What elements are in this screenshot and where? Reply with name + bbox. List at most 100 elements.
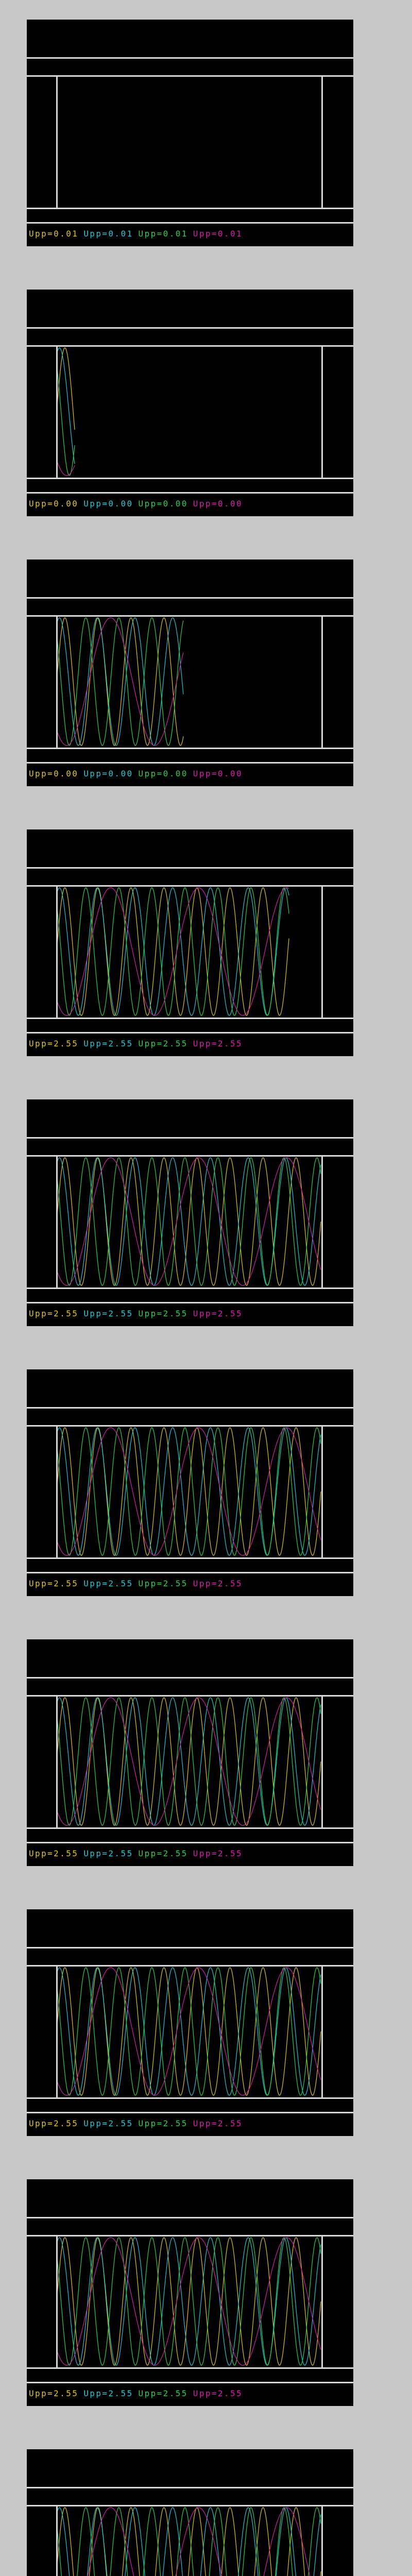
frame-divider-line (27, 748, 353, 749)
waveform-ch2 (56, 617, 184, 746)
waveform-ch4 (87, 2507, 311, 2576)
frame-divider-line (27, 885, 353, 887)
frame-divider-line (27, 208, 353, 209)
readout-ch2: Upp=0.00 (83, 769, 133, 778)
waveform-ch4 (56, 617, 184, 746)
oscilloscope-plot (56, 1695, 323, 1827)
channel-readout-row: Upp=2.55 Upp=2.55 Upp=2.55 Upp=2.55 (29, 1308, 351, 1319)
plot-border-line (321, 2505, 323, 2576)
frame-divider-line (27, 2505, 353, 2506)
readout-ch1: Upp=0.00 (29, 499, 79, 509)
oscilloscope-plot (56, 75, 323, 208)
readout-ch1: Upp=2.55 (29, 1579, 79, 1588)
waveform-ch1 (56, 887, 289, 1016)
oscilloscope-plot (56, 885, 323, 1018)
readout-ch3: Upp=2.55 (138, 1309, 188, 1318)
readout-ch3: Upp=2.55 (138, 2388, 188, 2398)
plot-border-line (321, 1155, 323, 1287)
readout-ch4: Upp=2.55 (193, 1309, 243, 1318)
frame-divider-line (27, 345, 353, 347)
waveform-ch4 (56, 1697, 321, 1826)
scope-panel: Upp=0.01 Upp=0.01 Upp=0.01 Upp=0.01 (27, 20, 353, 246)
readout-ch3: Upp=2.55 (138, 1579, 188, 1588)
waveform-ch2 (56, 1697, 321, 1826)
oscilloscope-plot (56, 1965, 323, 2097)
oscilloscope-plot (56, 615, 323, 748)
readout-ch3: Upp=2.55 (138, 2119, 188, 2128)
plot-border-line (56, 1425, 58, 1557)
channel-readout-row: Upp=0.00 Upp=0.00 Upp=0.00 Upp=0.00 (29, 768, 351, 779)
frame-divider-line (27, 327, 353, 329)
frame-divider-line (27, 2097, 353, 2099)
readout-ch1: Upp=2.55 (29, 1039, 79, 1048)
oscilloscope-plot (56, 2235, 323, 2367)
plot-border-line (321, 2235, 323, 2367)
waveform-ch2 (56, 2237, 321, 2366)
scope-panel: Upp=2.55 Upp=2.55 Upp=2.55 Upp=2.55 (27, 1099, 353, 1326)
waveform-ch2 (56, 2507, 321, 2576)
readout-ch4: Upp=2.55 (193, 2119, 243, 2128)
readout-ch2: Upp=0.01 (83, 229, 133, 239)
frame-divider-line (27, 2217, 353, 2218)
frame-divider-line (27, 1842, 353, 1843)
frame-divider-line (27, 597, 353, 599)
frame-divider-line (27, 1572, 353, 1573)
waveform-ch4 (56, 887, 289, 1016)
plot-border-line (321, 75, 323, 208)
frame-divider-line (27, 75, 353, 77)
readout-ch3: Upp=2.55 (138, 1849, 188, 1858)
readout-ch4: Upp=0.00 (193, 499, 243, 509)
waveform-ch3 (56, 617, 184, 746)
waveform-ch4 (56, 2237, 321, 2366)
waveform-ch2 (56, 1427, 321, 1556)
waveform-ch2 (56, 1157, 321, 1286)
readout-ch1: Upp=2.55 (29, 1849, 79, 1858)
waveform-ch2 (56, 347, 75, 464)
oscilloscope-plot (56, 2505, 323, 2576)
channel-readout-row: Upp=2.55 Upp=2.55 Upp=2.55 Upp=2.55 (29, 1578, 351, 1589)
frame-divider-line (27, 1557, 353, 1559)
frame-divider-line (27, 867, 353, 869)
waveform-ch3 (56, 887, 289, 1016)
frame-divider-line (27, 1018, 353, 1019)
readout-ch4: Upp=2.55 (193, 1039, 243, 1048)
readout-ch1: Upp=0.00 (29, 769, 79, 778)
readout-ch2: Upp=2.55 (83, 2119, 133, 2128)
readout-ch2: Upp=2.55 (83, 1039, 133, 1048)
oscilloscope-plot (56, 345, 323, 478)
frame-divider-line (27, 1947, 353, 1948)
plot-border-line (56, 615, 58, 748)
plot-border-line (56, 1695, 58, 1827)
frame-divider-line (27, 2112, 353, 2113)
frame-divider-line (27, 57, 353, 59)
readout-ch4: Upp=2.55 (193, 2388, 243, 2398)
channel-readout-row: Upp=2.55 Upp=2.55 Upp=2.55 Upp=2.55 (29, 1038, 351, 1049)
waveform-ch3 (56, 364, 75, 476)
oscilloscope-plot (56, 1155, 323, 1287)
frame-divider-line (27, 615, 353, 617)
readout-ch3: Upp=0.00 (138, 499, 188, 509)
waveform-ch1 (56, 617, 184, 746)
readout-ch4: Upp=0.01 (193, 229, 243, 239)
frame-divider-line (27, 1155, 353, 1157)
plot-border-line (56, 75, 58, 208)
plot-border-line (321, 615, 323, 748)
readout-ch4: Upp=2.55 (193, 1849, 243, 1858)
waveform-ch4 (56, 1157, 321, 1286)
readout-ch2: Upp=0.00 (83, 499, 133, 509)
channel-readout-row: Upp=0.00 Upp=0.00 Upp=0.00 Upp=0.00 (29, 498, 351, 510)
readout-ch4: Upp=0.00 (193, 769, 243, 778)
waveform-ch1 (56, 347, 75, 430)
frame-divider-line (27, 1425, 353, 1427)
waveform-ch4 (56, 1427, 321, 1556)
plot-border-line (56, 2235, 58, 2367)
plot-border-line (56, 885, 58, 1018)
frame-divider-line (27, 1965, 353, 1967)
readout-ch2: Upp=2.55 (83, 1309, 133, 1318)
readout-ch1: Upp=2.55 (29, 1309, 79, 1318)
frame-divider-line (27, 1137, 353, 1139)
